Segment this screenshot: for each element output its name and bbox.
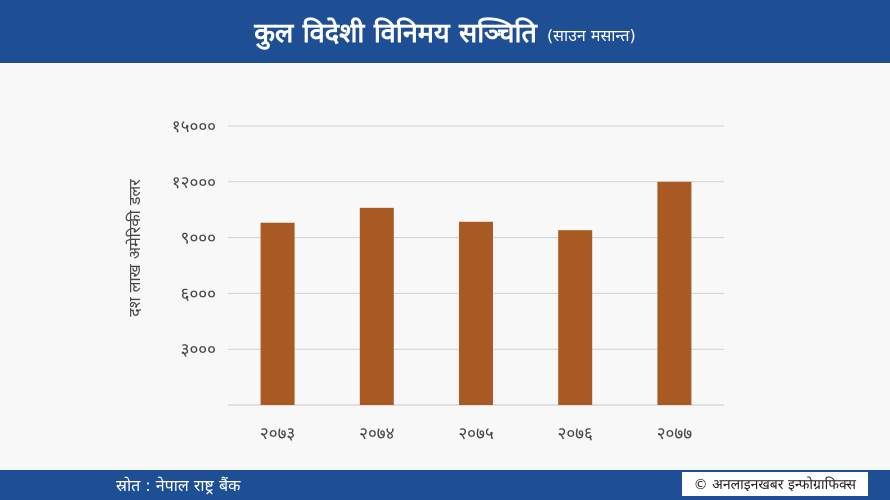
x-tick-label: २०७७ — [657, 424, 693, 444]
bar — [657, 181, 692, 405]
x-tick-label: २०७५ — [458, 424, 493, 444]
y-tick-label: ३००० — [181, 340, 216, 360]
credit-badge: © अनलाइनखबर इन्फोग्राफिक्स — [681, 472, 868, 496]
bar — [359, 207, 394, 405]
y-tick-label: १५००० — [172, 117, 216, 137]
x-tick-label: २०७३ — [260, 424, 295, 444]
source-text: स्रोत : नेपाल राष्ट्र बैंक — [116, 476, 241, 495]
header-banner: कुल विदेशी विनिमय सञ्चिति (साउन मसान्त) — [0, 0, 890, 63]
bar — [260, 222, 295, 405]
y-tick-label: ९००० — [181, 229, 216, 249]
bar — [558, 230, 593, 405]
y-tick-label: ६००० — [181, 284, 216, 304]
chart-title: कुल विदेशी विनिमय सञ्चिति — [254, 18, 537, 49]
x-tick-label: २०७४ — [359, 424, 394, 444]
chart-area: ३००० ६००० ९००० १२००० १५००० २०७३ २०७४ २०७५ २०७६ २०… — [0, 63, 890, 468]
y-tick-label: १२००० — [172, 173, 216, 193]
x-tick-label: २०७६ — [558, 424, 594, 444]
chart-subtitle: (साउन मसान्त) — [546, 25, 636, 45]
footer-bar: स्रोत : नेपाल राष्ट्र बैंक © अनलाइनखबर इ… — [0, 470, 890, 500]
y-axis-label: दश लाख अमेरिकी डलर — [125, 179, 144, 317]
bar — [459, 221, 493, 405]
bar-chart: ३००० ६००० ९००० १२००० १५००० २०७३ २०७४ २०७५ २०७६ २०… — [125, 117, 724, 444]
